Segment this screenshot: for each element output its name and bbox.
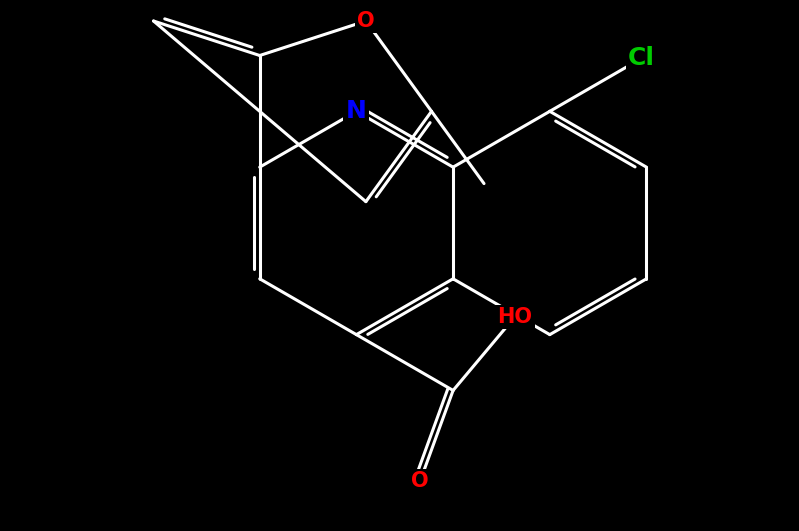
Text: Cl: Cl [628,46,655,70]
Text: N: N [346,99,367,123]
Text: O: O [411,471,429,491]
Text: O: O [357,11,375,31]
Text: HO: HO [498,306,533,327]
